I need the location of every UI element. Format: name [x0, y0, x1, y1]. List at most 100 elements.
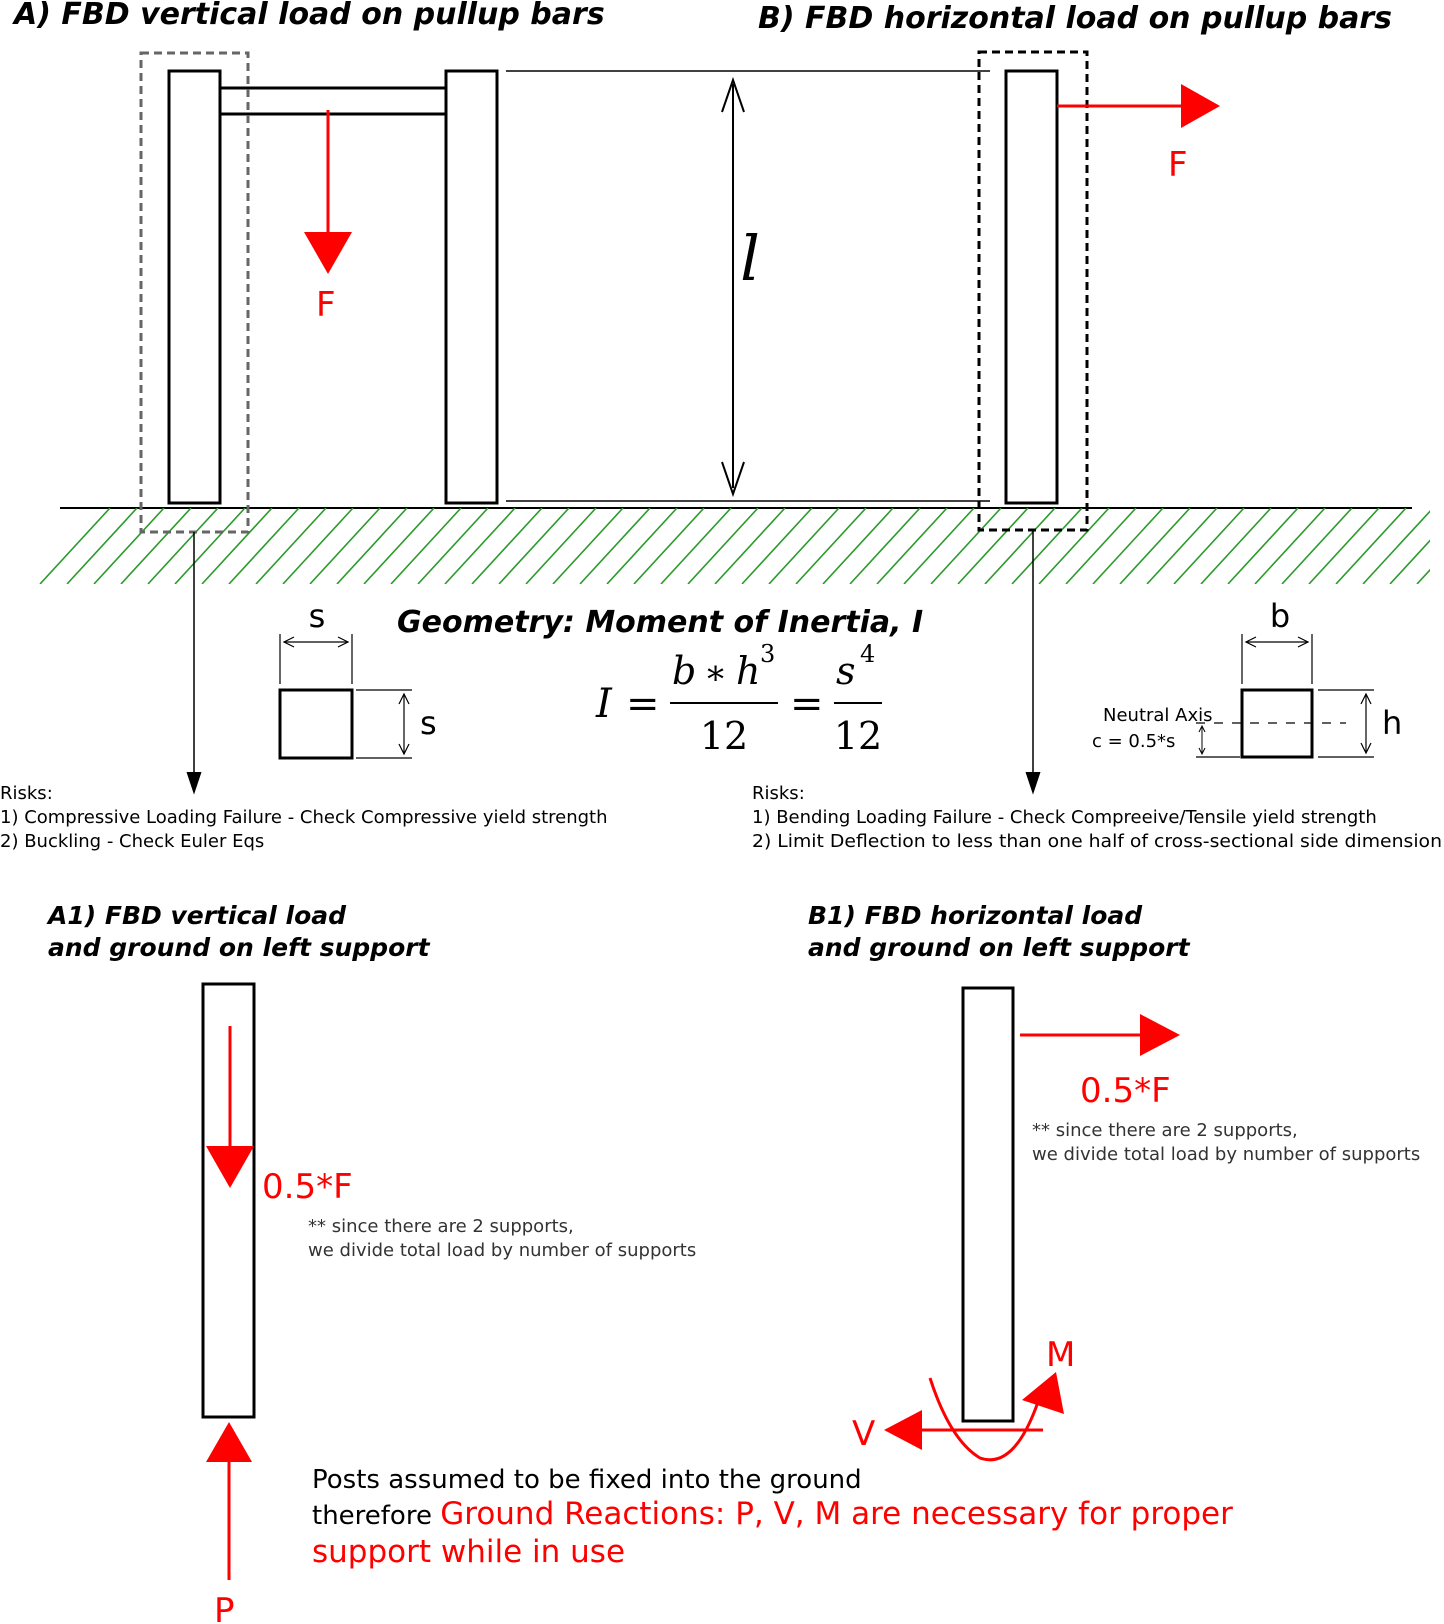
hatch-line [498, 508, 570, 584]
hatch-line [1281, 508, 1353, 584]
footer-line-2-prefix: therefore [312, 1501, 440, 1531]
hatch-line [660, 508, 732, 584]
hatch-line [1362, 510, 1430, 584]
b-width-arrow-l [1244, 636, 1257, 648]
cross-section-square [278, 688, 354, 760]
s-height-label: s [420, 704, 437, 742]
hatch-line [201, 508, 273, 584]
panel-a-title: A) FBD vertical load on pullup bars [12, 0, 605, 32]
leader-arrow-a [186, 771, 202, 795]
hatch-line [822, 508, 894, 584]
hatch-line [1173, 508, 1245, 584]
hatch-line [1200, 508, 1272, 584]
panel-b1-title-2: and ground on left support [808, 933, 1191, 962]
note-a1-line1: ** since there are 2 supports, [308, 1216, 574, 1237]
hatch-line [1335, 508, 1407, 584]
footer-line-3: support while in use [312, 1534, 625, 1570]
post-b [1004, 69, 1059, 505]
hatch-line [336, 508, 408, 584]
hatch-line [687, 508, 759, 584]
hatch-line [255, 508, 327, 584]
c-label: c = 0.5*s [1092, 731, 1175, 752]
note-b1-line1: ** since there are 2 supports, [1032, 1120, 1298, 1141]
pullup-bar [218, 86, 448, 116]
s-height-arrow-b [398, 743, 410, 756]
panel-b-title: B) FBD horizontal load on pullup bars [758, 1, 1392, 36]
hatch-line [228, 508, 300, 584]
support-post-a1 [201, 982, 256, 1419]
hatch-line [1011, 508, 1083, 584]
hatch-line [66, 508, 138, 584]
note-b1-line2: we divide total load by number of suppor… [1032, 1144, 1420, 1165]
formula-eq-2: = [790, 681, 824, 727]
formula-den1: 12 [700, 714, 748, 758]
hatch-line [147, 508, 219, 584]
s-width-arrow-r [337, 636, 350, 648]
hatch-line [1254, 508, 1326, 584]
h-height-label: h [1382, 704, 1402, 742]
hatch-line [606, 508, 678, 584]
c-arrow-b [1198, 747, 1206, 756]
panel-a1-title-2: and ground on left support [48, 933, 431, 962]
hatch-line [1308, 508, 1380, 584]
ground-hatch [39, 508, 1430, 584]
panel-b1-title-1: B1) FBD horizontal load [808, 901, 1143, 930]
reaction-m-head [1022, 1372, 1064, 1414]
length-arrowhead-top [721, 76, 745, 113]
hatch-line [174, 508, 246, 584]
hatch-line [768, 508, 840, 584]
risks-a-item-1: 1) Compressive Loading Failure - Check C… [0, 807, 608, 828]
hatch-line [39, 508, 111, 584]
left-post [167, 69, 222, 505]
hatch-line [120, 508, 192, 584]
hatch-line [579, 508, 651, 584]
formula-num1-b: b [672, 649, 696, 693]
hatch-line [1416, 568, 1430, 584]
risks-a-heading: Risks: [0, 783, 53, 804]
note-a1-line2: we divide total load by number of suppor… [308, 1240, 696, 1261]
formula-den2: 12 [834, 714, 882, 758]
support-post-b1 [961, 986, 1015, 1423]
formula-num2-exp: 4 [860, 640, 875, 668]
hatch-line [390, 508, 462, 584]
reaction-p-head [206, 1422, 252, 1462]
force-f-arrowhead [304, 232, 352, 274]
s-width-arrow-l [282, 636, 295, 648]
hatch-line [444, 508, 516, 584]
leader-arrow-b [1025, 771, 1041, 795]
length-arrowhead-bottom [721, 461, 745, 498]
hatch-line [1119, 508, 1191, 584]
hatch-line [633, 508, 705, 584]
hatch-line [93, 508, 165, 584]
hatch-line [741, 508, 813, 584]
footer-line-2: therefore Ground Reactions: P, V, M are … [312, 1496, 1233, 1532]
s-width-label: s [309, 597, 326, 635]
load-arrow-b1-head [1140, 1014, 1180, 1056]
hatch-line [1038, 508, 1110, 584]
s-height-arrow-t [398, 692, 410, 705]
force-f-label-b: F [1168, 145, 1188, 185]
load-label-b1: 0.5*F [1080, 1071, 1171, 1111]
hatch-line [1227, 508, 1299, 584]
hatch-line [1092, 508, 1164, 584]
h-height-arrow-t [1360, 692, 1372, 705]
hatch-line [903, 508, 975, 584]
panel-a1-title-1: A1) FBD vertical load [46, 901, 347, 930]
hatch-line [849, 508, 921, 584]
formula-eq-1: = [626, 681, 660, 727]
hatch-line [1146, 508, 1218, 584]
moment-of-inertia-formula: I = b ∗ h 3 12 = s 4 12 [595, 640, 882, 758]
geometry-title: Geometry: Moment of Inertia, I [397, 605, 923, 640]
hatch-line [1065, 508, 1137, 584]
h-height-arrow-b [1360, 742, 1372, 755]
hatch-line [552, 508, 624, 584]
hatch-line [471, 508, 543, 584]
length-label: l [740, 222, 760, 295]
hatch-line [930, 508, 1002, 584]
b-width-arrow-r [1297, 636, 1310, 648]
formula-num2-s: s [836, 649, 856, 693]
hatch-line [1389, 539, 1430, 584]
hatch-line [795, 508, 867, 584]
reaction-m-label: M [1046, 1335, 1075, 1375]
reaction-v-head [884, 1410, 922, 1450]
